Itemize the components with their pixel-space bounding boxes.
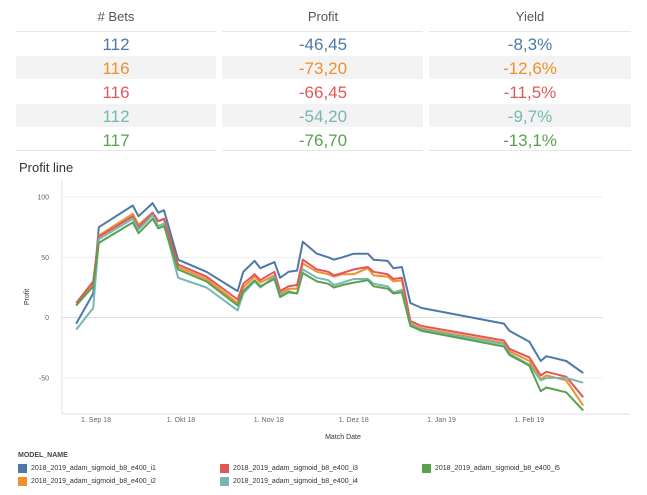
table-cell-yield: -12,6% <box>503 59 557 78</box>
x-tick-label: 1. Feb 19 <box>515 417 545 424</box>
series-line <box>75 217 584 412</box>
summary-table: # Bets Profit Yield 112 -46,45 -8,3% 116 -73… <box>0 0 647 152</box>
series-line <box>75 202 584 374</box>
y-tick-label: -50 <box>39 375 49 382</box>
x-tick-label: 1. Okt 18 <box>167 417 196 424</box>
table-cell-profit: -46,45 <box>298 35 348 54</box>
legend-label: 2018_2019_adam_sigmoid_b8_e400_i1 <box>31 465 156 472</box>
x-tick-label: 1. Sep 18 <box>81 417 111 424</box>
header-profit: Profit <box>307 9 339 24</box>
column-separator <box>216 0 222 152</box>
y-tick-label: 0 <box>45 315 49 322</box>
series-line <box>75 211 584 398</box>
table-cell-profit: -66,45 <box>298 83 348 102</box>
table-cell-bets: 112 <box>102 107 130 126</box>
x-tick-label: 1. Jan 19 <box>427 417 456 424</box>
table-cell-bets: 116 <box>102 59 130 78</box>
y-axis-title: Profit <box>24 289 31 305</box>
table-cell-bets: 116 <box>102 83 130 102</box>
table-cell-yield: -9,7% <box>507 107 553 126</box>
legend-swatch <box>18 477 27 486</box>
y-tick-label: 100 <box>37 195 49 202</box>
row-divider <box>16 31 631 32</box>
row-band <box>16 56 631 79</box>
row-divider <box>16 150 631 151</box>
table-cell-yield: -13,1% <box>503 131 557 150</box>
legend-label: 2018_2019_adam_sigmoid_b8_e400_i3 <box>233 465 358 472</box>
header-bets: # Bets <box>97 9 135 24</box>
table-cell-bets: 117 <box>102 131 130 150</box>
table-cell-profit: -76,70 <box>298 131 348 150</box>
x-tick-label: 1. Dez 18 <box>339 417 369 424</box>
series-line <box>75 211 585 407</box>
y-tick-label: 50 <box>41 255 49 262</box>
legend-item: 2018_2019_adam_sigmoid_b8_e400_i4 <box>220 477 358 486</box>
column-separator <box>423 0 429 152</box>
table-cell-yield: -11,5% <box>503 83 557 102</box>
legend-label: 2018_2019_adam_sigmoid_b8_e400_i2 <box>31 478 156 485</box>
legend-swatch <box>422 464 431 473</box>
legend-swatch <box>18 464 27 473</box>
header-yield: Yield <box>515 9 545 24</box>
legend-label: 2018_2019_adam_sigmoid_b8_e400_i4 <box>233 478 358 485</box>
x-axis-title: Match Date <box>325 434 361 441</box>
series-line <box>75 214 584 384</box>
row-band <box>16 104 631 127</box>
legend-swatch <box>220 464 229 473</box>
legend-item: 2018_2019_adam_sigmoid_b8_e400_i1 <box>18 464 156 473</box>
legend-item: 2018_2019_adam_sigmoid_b8_e400_i3 <box>220 464 358 473</box>
x-tick-label: 1. Nov 18 <box>254 417 284 424</box>
profit-line-chart: 100 50 0 -50 1. Sep 18 1. Okt 18 1. Nov 18 1. D… <box>24 181 630 441</box>
table-cell-yield: -8,3% <box>507 35 553 54</box>
table-cell-bets: 112 <box>102 35 130 54</box>
legend-title: MODEL_NAME <box>18 452 68 459</box>
legend-label: 2018_2019_adam_sigmoid_b8_e400_i5 <box>435 465 560 472</box>
chart-title: Profit line <box>19 160 74 175</box>
legend-item: 2018_2019_adam_sigmoid_b8_e400_i2 <box>18 477 156 486</box>
table-cell-profit: -73,20 <box>298 59 348 78</box>
legend-swatch <box>220 477 229 486</box>
legend-item: 2018_2019_adam_sigmoid_b8_e400_i5 <box>422 464 560 473</box>
table-cell-profit: -54,20 <box>298 107 348 126</box>
